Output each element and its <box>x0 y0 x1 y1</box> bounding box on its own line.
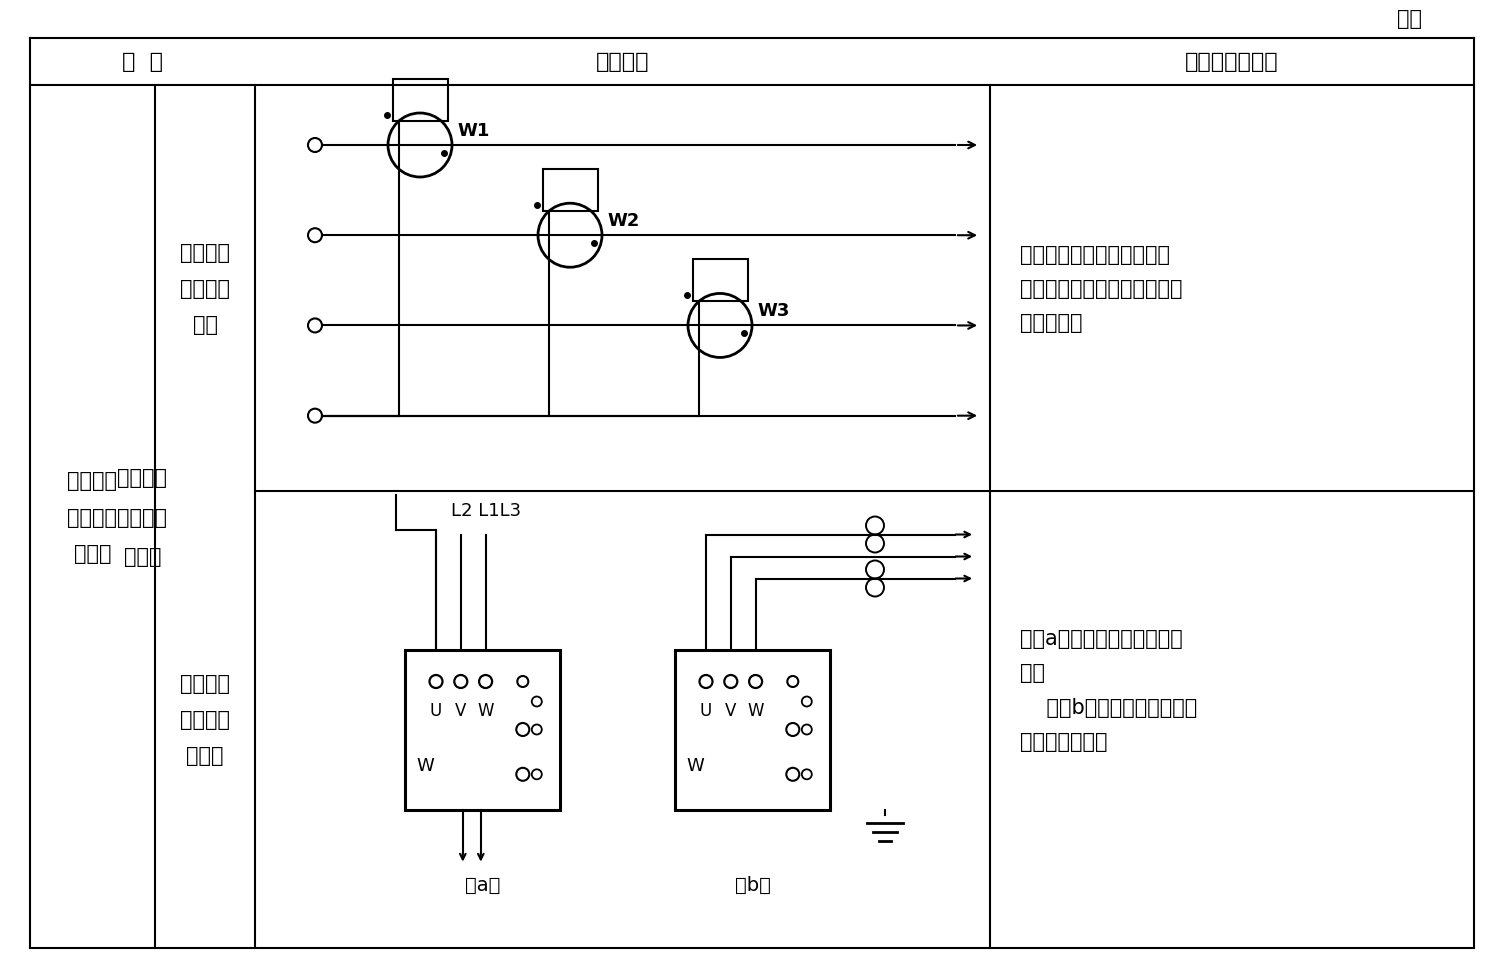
Text: W: W <box>747 702 764 720</box>
Text: V: V <box>456 702 466 720</box>
Text: W3: W3 <box>757 302 790 320</box>
Text: 续表: 续表 <box>1397 9 1423 29</box>
Text: W: W <box>417 756 435 774</box>
Text: 三相交流
电路功率
的测量: 三相交流 电路功率 的测量 <box>117 467 167 566</box>
Bar <box>692 260 747 302</box>
Bar <box>675 649 830 810</box>
Text: W2: W2 <box>608 212 639 230</box>
Text: 名  称: 名 称 <box>122 53 162 72</box>
Text: 测量线路: 测量线路 <box>596 53 650 72</box>
Text: U: U <box>699 702 711 720</box>
Text: 图（a）为直接接人电路的接
法；
    图（b）为带有电流互感器
接人电路的接法: 图（a）为直接接人电路的接 法； 图（b）为带有电流互感器 接人电路的接法 <box>1020 628 1197 751</box>
Text: W: W <box>686 756 704 774</box>
Text: U: U <box>430 702 442 720</box>
Text: V: V <box>725 702 737 720</box>
Text: L2 L1L3: L2 L1L3 <box>451 502 520 520</box>
Text: 用三只单相功率表测得各相
功率，电路总功率为三只功率
表读数之和: 用三只单相功率表测得各相 功率，电路总功率为三只功率 表读数之和 <box>1020 244 1182 333</box>
Text: W: W <box>477 702 493 720</box>
Text: 三相功率
表测量时
的接线: 三相功率 表测量时 的接线 <box>180 674 230 766</box>
Bar <box>393 80 448 122</box>
Text: （b）: （b） <box>734 875 770 894</box>
Bar <box>543 170 597 212</box>
Text: （a）: （a） <box>465 875 501 894</box>
Text: W1: W1 <box>457 122 489 140</box>
Bar <box>405 649 559 810</box>
Text: 说明及注意事项: 说明及注意事项 <box>1185 53 1278 72</box>
Text: 三相交流
电路功率
的测量: 三相交流 电路功率 的测量 <box>68 471 117 563</box>
Text: 三相四线
制电路的
接线: 三相四线 制电路的 接线 <box>180 243 230 334</box>
